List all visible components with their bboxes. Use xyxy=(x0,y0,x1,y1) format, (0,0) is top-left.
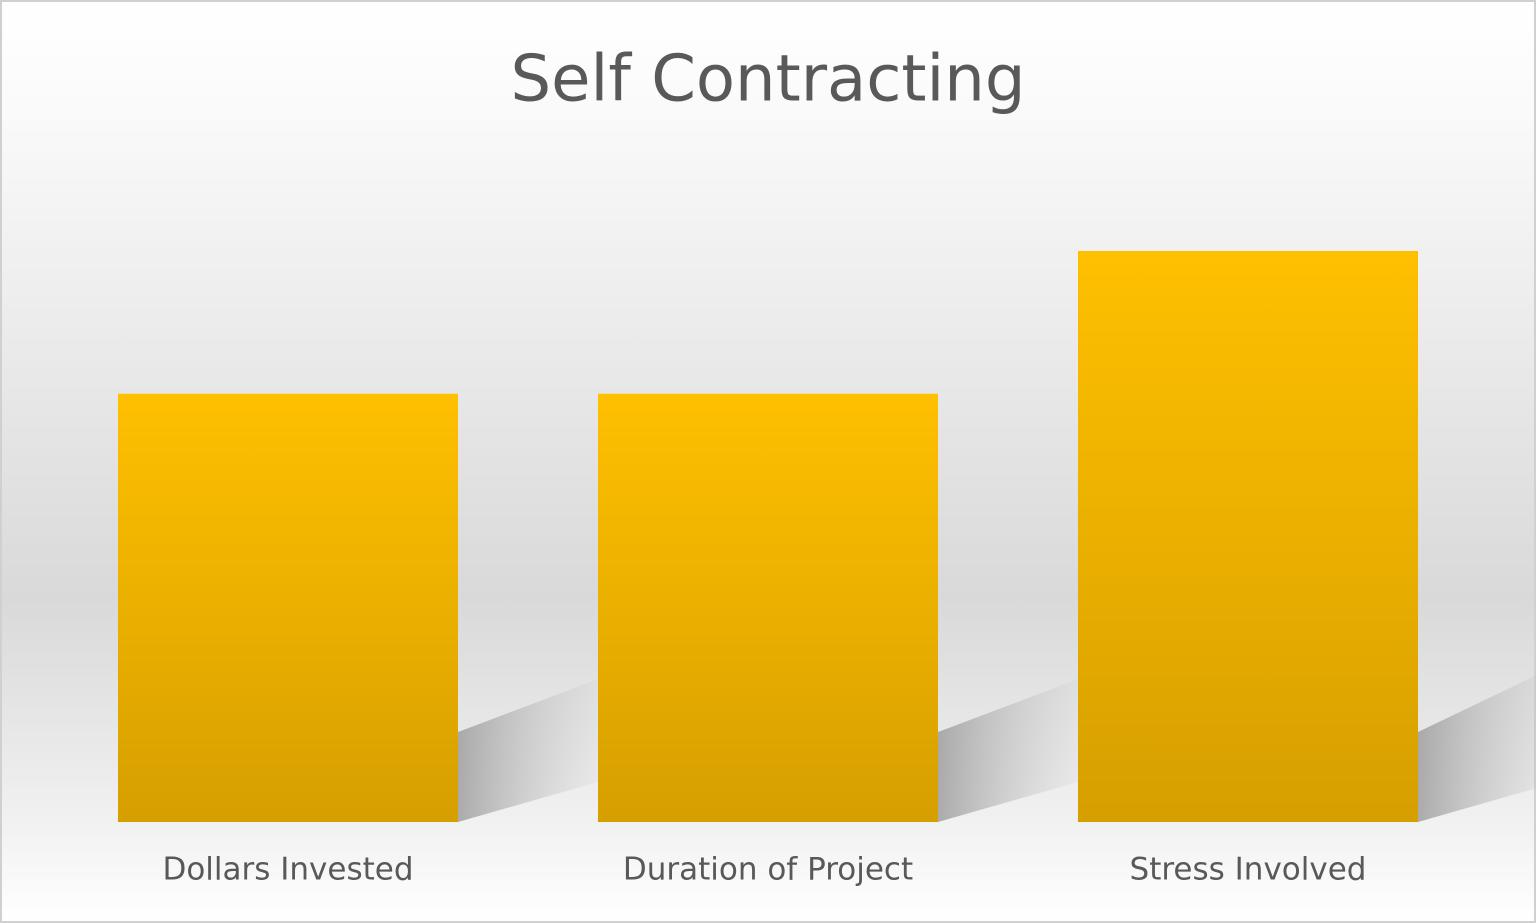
x-tick-label: Stress Involved xyxy=(1130,852,1367,888)
bar xyxy=(598,393,938,822)
bar-shadow xyxy=(1418,675,1536,822)
bar xyxy=(118,393,458,822)
bar-shadow xyxy=(938,679,1078,822)
bar-shadow xyxy=(458,679,598,822)
bar xyxy=(1078,251,1418,822)
x-tick-label: Dollars Invested xyxy=(162,852,413,888)
chart-title: Self Contracting xyxy=(511,43,1026,117)
x-tick-label: Duration of Project xyxy=(623,852,913,888)
plot-area: Dollars Invested Duration of Project Stres… xyxy=(118,251,1536,888)
